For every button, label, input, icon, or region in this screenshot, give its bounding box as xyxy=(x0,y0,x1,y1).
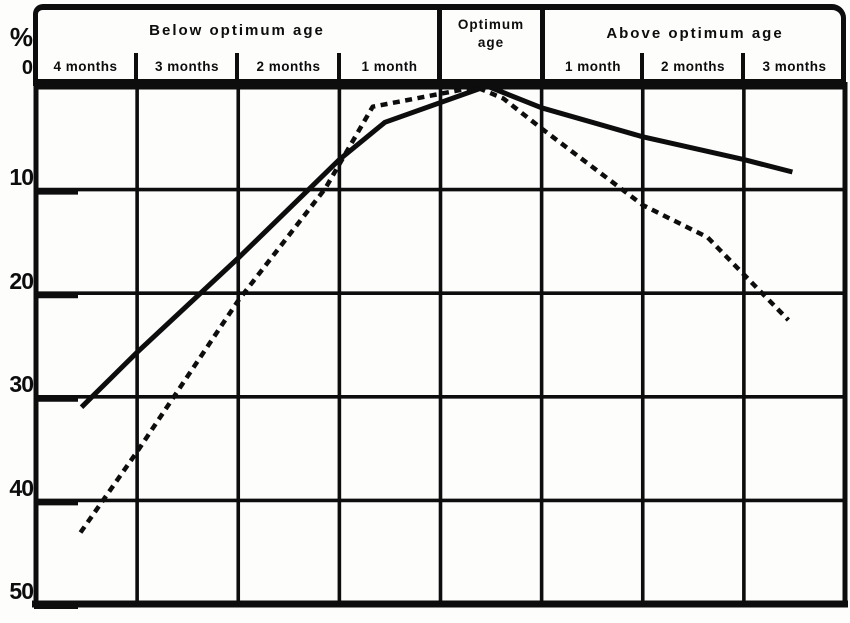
month-label-above-2: 2 months xyxy=(660,59,725,74)
month-divider xyxy=(741,53,745,81)
optimum-label-line1: Optimum xyxy=(457,17,525,32)
y-tick-label-20: 20 xyxy=(9,268,34,294)
header-above-label: Above optimum age xyxy=(606,25,784,42)
month-label-above-1: 1 month xyxy=(565,59,621,74)
solid-line-series xyxy=(79,83,794,409)
y-tick-label-50: 50 xyxy=(9,578,34,604)
y-tick-label-0: 0 xyxy=(21,57,33,79)
month-label-below-1: 1 month xyxy=(361,59,418,74)
optimum-box-left-border xyxy=(437,10,442,82)
month-divider xyxy=(134,53,138,81)
dashed-line-series xyxy=(78,84,791,534)
month-label-below-4: 4 months xyxy=(53,59,118,74)
month-divider xyxy=(235,53,239,81)
month-divider xyxy=(640,53,644,81)
month-label-above-3: 3 months xyxy=(762,59,827,74)
month-label-below-2: 2 months xyxy=(256,59,321,74)
month-label-below-3: 3 months xyxy=(154,59,219,74)
y-axis-unit-label: % xyxy=(9,22,33,52)
header-below-label: Below optimum age xyxy=(149,22,325,39)
month-divider xyxy=(337,53,341,81)
optimum-box-right-border xyxy=(540,10,545,82)
y-tick-label-30: 30 xyxy=(9,371,34,397)
y-tick-label-10: 10 xyxy=(9,164,34,190)
optimum-label-line2: age xyxy=(477,35,505,50)
header-optimum-label: Optimum age xyxy=(441,16,541,52)
y-tick-label-40: 40 xyxy=(9,475,34,501)
